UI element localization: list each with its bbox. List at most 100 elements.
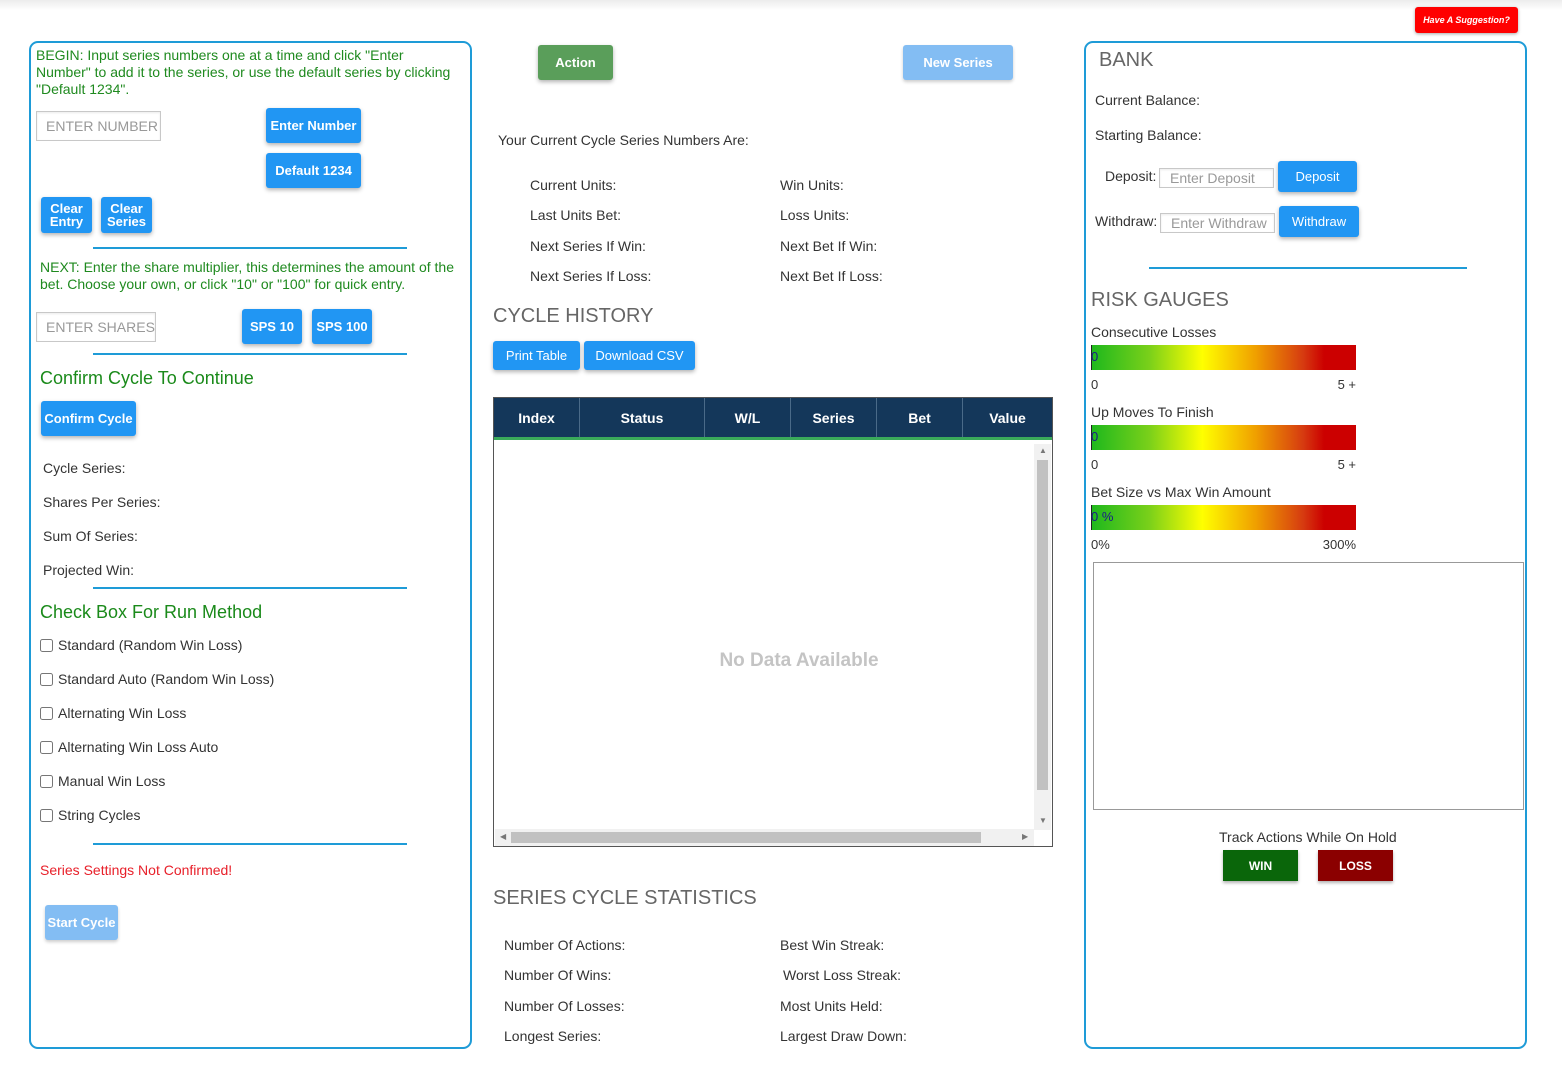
last-units-bet-label: Last Units Bet:	[530, 207, 622, 223]
largest-draw-down-label: Largest Draw Down:	[780, 1028, 907, 1044]
no-data-message: No Data Available	[719, 650, 879, 671]
next-series-if-loss-label: Next Series If Loss:	[530, 268, 652, 284]
column-header-series[interactable]: Series	[791, 398, 877, 437]
gauge-title: Consecutive Losses	[1091, 324, 1217, 340]
column-header-status[interactable]: Status	[580, 398, 705, 437]
vertical-scrollbar[interactable]: ▲ ▼	[1034, 444, 1051, 830]
divider	[93, 843, 407, 845]
gauge-min-label: 0	[1091, 457, 1099, 472]
table-header: Index Status W/L Series Bet Value	[494, 398, 1052, 440]
gauge-max-label: 5 +	[1337, 457, 1356, 472]
column-header-wl[interactable]: W/L	[705, 398, 791, 437]
longest-series-label: Longest Series:	[504, 1028, 602, 1044]
download-csv-button[interactable]: Download CSV	[584, 341, 695, 370]
run-method-label: String Cycles	[58, 807, 141, 823]
gauge-min-label: 0	[1091, 377, 1099, 392]
run-method-heading: Check Box For Run Method	[40, 602, 263, 622]
scroll-left-icon[interactable]: ◀	[500, 832, 507, 841]
run-method-string-cycles[interactable]: String Cycles	[40, 807, 140, 823]
gauge-value: 0	[1091, 349, 1099, 364]
vertical-scroll-thumb[interactable]	[1037, 460, 1048, 790]
run-method-checkbox[interactable]	[40, 740, 53, 754]
divider	[93, 587, 407, 589]
bet-size-gauge: 0 %	[1091, 505, 1356, 530]
run-method-label: Alternating Win Loss	[58, 705, 187, 721]
start-cycle-button[interactable]: Start Cycle	[45, 905, 118, 940]
run-method-checkbox[interactable]	[40, 672, 53, 686]
current-balance-label: Current Balance:	[1095, 92, 1201, 108]
consecutive-losses-gauge: 0	[1091, 345, 1356, 370]
column-header-value[interactable]: Value	[989, 409, 1026, 426]
run-method-checkbox[interactable]	[40, 808, 53, 822]
confirm-cycle-heading: Confirm Cycle To Continue	[40, 368, 254, 388]
next-bet-if-loss-label: Next Bet If Loss:	[780, 268, 883, 284]
current-units-label: Current Units:	[530, 177, 617, 193]
enter-number-input[interactable]	[36, 111, 161, 141]
clear-series-button[interactable]: Clear Series	[101, 197, 152, 233]
bank-heading: BANK	[1099, 49, 1154, 71]
number-of-actions-label: Number Of Actions:	[504, 937, 626, 953]
suggestion-button[interactable]: Have A Suggestion?	[1415, 7, 1518, 33]
withdraw-button[interactable]: Withdraw	[1279, 206, 1359, 237]
shares-per-series-label: Shares Per Series:	[43, 494, 161, 510]
default-1234-button[interactable]: Default 1234	[266, 153, 361, 188]
enter-number-button[interactable]: Enter Number	[266, 108, 361, 143]
horizontal-scroll-thumb[interactable]	[511, 832, 981, 843]
run-method-standard[interactable]: Standard (Random Win Loss)	[40, 637, 242, 653]
column-header-index[interactable]: Index	[494, 398, 580, 437]
run-method-standard-auto[interactable]: Standard Auto (Random Win Loss)	[40, 671, 274, 687]
sps-100-button[interactable]: SPS 100	[312, 309, 372, 344]
gauge-min-label: 0%	[1091, 537, 1110, 552]
column-header-bet[interactable]: Bet	[877, 398, 963, 437]
run-method-label: Standard (Random Win Loss)	[58, 637, 243, 653]
withdraw-input[interactable]	[1160, 213, 1275, 233]
enter-shares-input[interactable]	[36, 312, 156, 342]
sps-10-button[interactable]: SPS 10	[242, 309, 302, 344]
worst-loss-streak-label: Worst Loss Streak:	[783, 967, 902, 983]
run-method-alternating[interactable]: Alternating Win Loss	[40, 705, 186, 721]
run-method-checkbox[interactable]	[40, 638, 53, 652]
scroll-up-icon[interactable]: ▲	[1039, 446, 1047, 455]
cycle-series-label: Cycle Series:	[43, 460, 126, 476]
run-method-alternating-auto[interactable]: Alternating Win Loss Auto	[40, 739, 218, 755]
gauge-needle	[1091, 425, 1092, 450]
win-button[interactable]: WIN	[1223, 850, 1298, 881]
gauge-max-label: 300%	[1322, 537, 1356, 552]
projected-win-label: Projected Win:	[43, 562, 135, 578]
horizontal-scrollbar[interactable]: ◀ ▶	[495, 829, 1034, 846]
sum-of-series-label: Sum Of Series:	[43, 528, 138, 544]
scroll-down-icon[interactable]: ▼	[1039, 816, 1047, 825]
deposit-label: Deposit:	[1105, 168, 1157, 184]
clear-entry-button[interactable]: Clear Entry	[41, 197, 92, 233]
deposit-button[interactable]: Deposit	[1278, 161, 1357, 192]
begin-instructions: BEGIN: Input series numbers one at a tim…	[36, 47, 451, 97]
most-units-held-label: Most Units Held:	[780, 998, 883, 1014]
best-win-streak-label: Best Win Streak:	[780, 937, 885, 953]
confirm-cycle-button[interactable]: Confirm Cycle	[41, 401, 136, 436]
withdraw-label: Withdraw:	[1095, 213, 1158, 229]
win-units-label: Win Units:	[780, 177, 844, 193]
next-series-if-win-label: Next Series If Win:	[530, 238, 646, 254]
print-table-button[interactable]: Print Table	[493, 341, 580, 370]
series-cycle-statistics-heading: SERIES CYCLE STATISTICS	[493, 887, 757, 909]
deposit-input[interactable]	[1159, 168, 1274, 188]
cycle-history-table: Index Status W/L Series Bet Value No Dat…	[493, 397, 1053, 847]
new-series-button[interactable]: New Series	[903, 45, 1013, 80]
divider	[1149, 267, 1467, 269]
run-method-checkbox[interactable]	[40, 706, 53, 720]
starting-balance-label: Starting Balance:	[1095, 127, 1202, 143]
left-panel	[29, 41, 472, 1049]
divider	[93, 353, 407, 355]
run-method-checkbox[interactable]	[40, 774, 53, 788]
next-bet-if-win-label: Next Bet If Win:	[780, 238, 878, 254]
number-of-wins-label: Number Of Wins:	[504, 967, 612, 983]
action-button[interactable]: Action	[538, 45, 613, 80]
scroll-right-icon[interactable]: ▶	[1022, 832, 1029, 841]
number-of-losses-label: Number Of Losses:	[504, 998, 625, 1014]
loss-units-label: Loss Units:	[780, 207, 850, 223]
gauge-needle	[1091, 345, 1092, 370]
run-method-manual[interactable]: Manual Win Loss	[40, 773, 165, 789]
risk-gauges-heading: RISK GAUGES	[1091, 289, 1229, 311]
gauge-value: 0	[1091, 429, 1099, 444]
loss-button[interactable]: LOSS	[1318, 850, 1393, 881]
